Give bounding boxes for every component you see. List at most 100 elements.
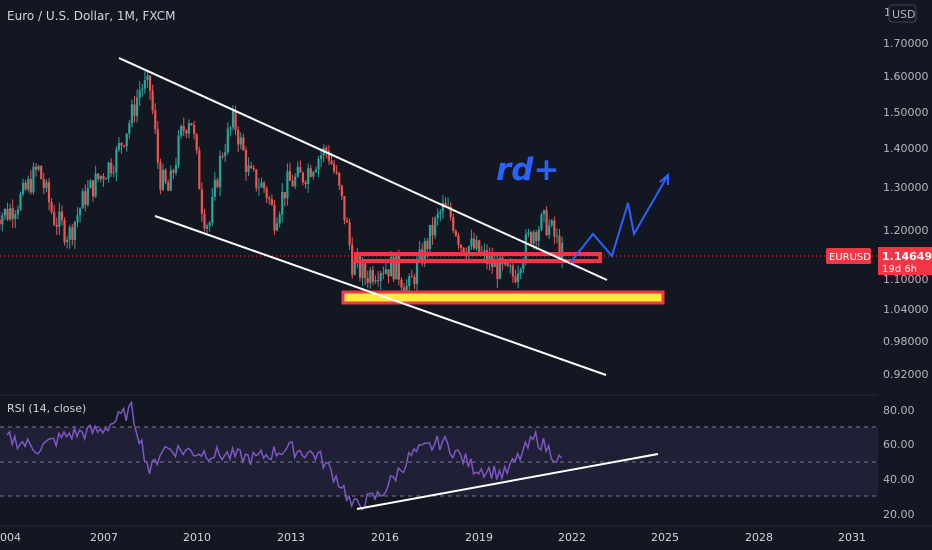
candle-body [262, 182, 266, 189]
candle-body [115, 149, 118, 173]
candle-body [408, 276, 411, 286]
candle-body [281, 191, 284, 215]
candle-body [478, 240, 481, 254]
candle-body [325, 147, 328, 152]
symbol-tag-label: EURUSD [829, 252, 871, 263]
candle-body [16, 209, 19, 215]
candle-body [224, 152, 227, 157]
channel-bottom-line[interactable] [154, 215, 607, 376]
projection-line[interactable] [569, 174, 669, 264]
candle-body [449, 206, 452, 218]
currency-button-frame [888, 4, 917, 23]
rsi-trendline[interactable] [356, 453, 659, 510]
last-price-tag[interactable]: 1.14649 19d 6h [878, 247, 932, 275]
candle-body [338, 172, 341, 186]
candle-body [141, 88, 144, 91]
candle-body [301, 172, 305, 183]
y-tick: 0.98000 [883, 335, 929, 348]
candle-body [9, 208, 12, 220]
candle-body [180, 126, 183, 136]
x-tick: 2007 [90, 531, 118, 544]
symbol-tag[interactable]: EURUSD [826, 248, 871, 264]
price-axis[interactable]: 1.70000 1.60000 1.50000 1.40000 1.30000 … [878, 0, 932, 395]
candle-body [123, 145, 126, 147]
candle-body [68, 227, 71, 240]
candle-body [522, 260, 525, 270]
candle-body [472, 238, 476, 249]
candle-body [545, 210, 548, 236]
candle-body [130, 104, 134, 124]
candle-body [234, 110, 237, 130]
y-tick: 1.60000 [883, 70, 929, 83]
candle-body [361, 263, 364, 278]
y-tick: 1.30000 [883, 181, 929, 194]
candle-body [148, 75, 152, 91]
candle-body [514, 276, 517, 282]
candle-body [265, 188, 268, 199]
candle-body [283, 191, 286, 199]
candle-body [260, 182, 263, 188]
candle-body [317, 158, 320, 170]
candle-body [299, 167, 302, 173]
rsi-axis[interactable]: 80.00 60.00 40.00 20.00 [878, 396, 932, 526]
candle-body [45, 182, 48, 189]
resistance-zone[interactable] [354, 252, 602, 263]
candle-body [117, 142, 121, 150]
candle-body [237, 129, 240, 145]
candle-body [291, 180, 294, 187]
candle-body [273, 204, 276, 231]
candle-body [11, 208, 14, 219]
rsi-legend[interactable]: RSI (14, close) [7, 402, 86, 415]
x-tick: 2004 [0, 531, 21, 544]
candle-body [208, 222, 211, 226]
candle-body [452, 217, 455, 231]
candle-body [498, 257, 502, 279]
time-axis[interactable]: 2004 2007 2010 2013 2016 2019 2022 2025 … [0, 525, 932, 544]
annotation-text[interactable]: rd+ [496, 152, 559, 188]
candle-body [542, 210, 546, 215]
symbol-legend[interactable]: Euro / U.S. Dollar, 1M, FXCM [7, 9, 175, 23]
candle-body [434, 218, 437, 236]
channel-top-line[interactable] [118, 57, 608, 281]
candle-body [172, 170, 175, 173]
candle-body [203, 213, 206, 229]
candle-body [459, 244, 463, 248]
candle-body [382, 273, 385, 275]
candle-body [345, 220, 349, 223]
candle-body [441, 202, 445, 212]
candle-body [384, 269, 388, 274]
candle-body [146, 75, 149, 80]
candle-body [104, 178, 108, 180]
candle-body [527, 232, 530, 235]
candle-body [529, 232, 533, 244]
candle-body [198, 150, 201, 190]
candle-body [125, 133, 128, 147]
candle-body [185, 130, 188, 134]
candle-body [340, 185, 343, 197]
candle-body [167, 182, 170, 191]
countdown-label: 19d 6h [882, 264, 917, 275]
candle-body [242, 137, 245, 151]
price-axis-bg [878, 0, 932, 395]
candle-body [278, 214, 281, 224]
rsi-y-tick: 60.00 [883, 438, 915, 451]
candle-body [107, 162, 110, 179]
candle-body [535, 232, 538, 241]
candle-body [332, 163, 336, 172]
candle-body [369, 270, 372, 283]
rsi-y-tick: 80.00 [883, 404, 915, 417]
currency-button[interactable]: USD [888, 4, 917, 23]
candle-body [128, 123, 131, 134]
candle-body [294, 176, 297, 187]
candle-body [351, 244, 354, 275]
candle-body [392, 257, 395, 280]
candle-body [21, 182, 25, 195]
candle-body [94, 173, 97, 197]
symbol-tag-bg [826, 248, 871, 264]
candle-body [553, 220, 556, 237]
support-zone[interactable] [341, 290, 665, 305]
candle-body [187, 123, 191, 134]
candle-body [32, 166, 35, 193]
currency-partial: 1 [884, 6, 891, 19]
x-tick: 2016 [371, 531, 399, 544]
